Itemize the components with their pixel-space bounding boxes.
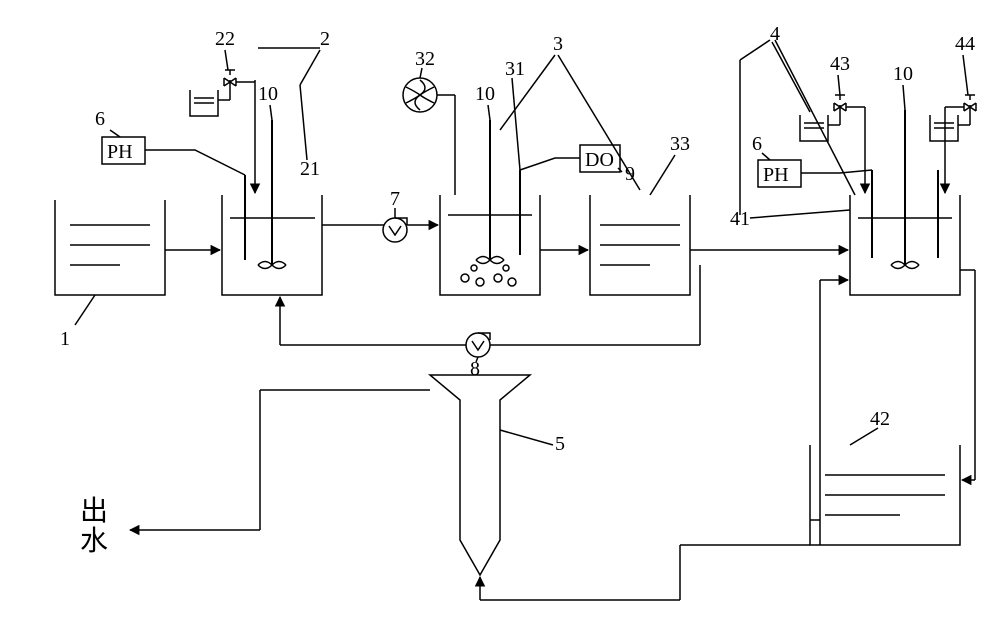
tank-21 [222,120,322,295]
leader-33 [650,155,675,195]
blower-32 [403,78,455,195]
leader-4-b [772,42,810,112]
label-1: 1 [60,328,70,350]
tank-33 [590,195,690,295]
settler-5 [430,375,530,575]
process-flow-diagram: 1 PH 6 22 2 21 [0,0,1000,637]
label-10-mid: 10 [475,83,495,105]
tank-41 [850,110,960,295]
leader-1 [75,295,95,325]
label-43: 43 [830,53,850,75]
flow-42-to-41 [810,280,848,545]
tank-42 [810,445,960,545]
label-out1: 出 [80,495,108,527]
leader-6b [762,153,770,160]
label-8: 8 [470,358,480,380]
do-label: DO [585,149,614,171]
label-44: 44 [955,33,975,55]
label-6: 6 [95,108,105,130]
leader-21 [300,85,307,160]
label-10-right: 10 [893,63,913,85]
leader-43 [838,75,840,95]
label-2: 2 [320,28,330,50]
label-7: 7 [390,188,400,210]
recycle-line-pump-8 [280,265,700,357]
leader-5 [500,430,553,445]
label-5: 5 [555,433,565,455]
leader-22 [225,50,228,70]
leader-42 [850,428,878,445]
label-10-left: 10 [258,83,278,105]
leader-31 [512,78,520,170]
label-3: 3 [553,33,563,55]
label-21: 21 [300,158,320,180]
leader-4-ah [740,40,770,60]
ph-label-right: PH [763,164,789,186]
leader-41 [750,210,850,218]
leader-6 [110,130,120,137]
ph-wire-right [801,170,872,173]
flow-41-to-42 [960,270,975,480]
ph-wire-left [145,150,245,175]
leader-21b [300,50,320,85]
tank-1 [55,200,165,295]
label-32: 32 [415,48,435,70]
label-33: 33 [670,133,690,155]
ph-label-left: PH [107,141,133,163]
pump-7 [322,218,438,242]
dosing-22 [190,70,255,193]
leader-44 [963,55,968,95]
label-out2: 水 [80,525,108,557]
label-6b: 6 [752,133,762,155]
label-22: 22 [215,28,235,50]
flow-5-to-out [130,390,430,530]
label-4: 4 [770,23,780,45]
label-42: 42 [870,408,890,430]
dosing-43 [800,95,865,193]
leader-10-mid [488,105,490,120]
leader-10-left [270,105,272,120]
leader-10-right [903,85,905,110]
dosing-44 [930,95,976,193]
do-wire [520,158,580,170]
flow-42-to-5 [480,545,810,600]
label-31: 31 [505,58,525,80]
